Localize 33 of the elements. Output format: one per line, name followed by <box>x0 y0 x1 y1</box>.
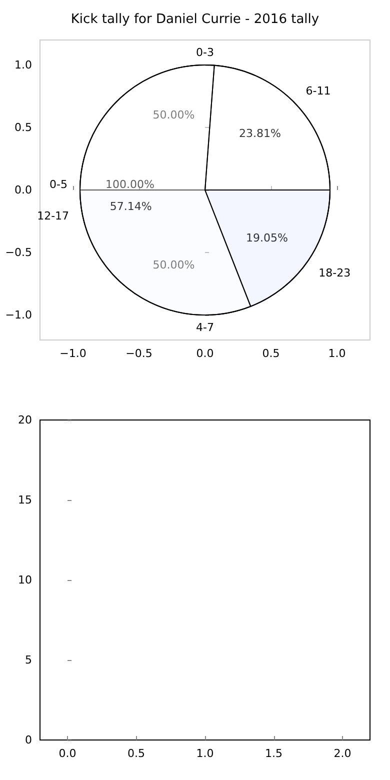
y-tick-label: 0.5 <box>14 121 32 134</box>
y-tick-label: 20 <box>18 414 32 426</box>
y-tick-label: 15 <box>18 494 32 506</box>
y-tick-label: 5 <box>25 654 32 666</box>
y-tick-label: 1.0 <box>14 58 32 72</box>
data-label: 50.00% <box>152 108 195 122</box>
x-tick-label: 0.5 <box>262 347 280 360</box>
y-tick-label: 10 <box>18 574 32 586</box>
data-label: 57.14% <box>110 200 152 214</box>
y-tick-label: 0.0 <box>14 184 32 196</box>
x-tick-label: 0.0 <box>58 747 76 760</box>
x-tick-label: 0.0 <box>196 347 214 360</box>
slice-label: 0-5 <box>50 178 68 191</box>
x-tick-label: 1.0 <box>328 347 346 360</box>
x-tick-label: 0.5 <box>128 747 145 760</box>
x-tick-label: 1.0 <box>196 747 214 760</box>
data-label: 50.00% <box>152 258 195 272</box>
data-label: 19.05% <box>246 231 288 244</box>
x-tick-label: 1.5 <box>265 747 282 760</box>
x-tick-label: −1.0 <box>60 347 86 360</box>
slice-label: 4-7 <box>196 321 214 334</box>
data-label: 100.00% <box>106 178 154 191</box>
data-label: 23.81% <box>239 126 281 140</box>
x-tick-label: 2.0 <box>334 747 352 760</box>
slice-label: 12-17 <box>37 209 70 222</box>
slice-label: 6-11 <box>306 84 331 98</box>
chart-title: Kick tally for Daniel Currie - 2016 tally <box>70 12 320 27</box>
slice-label: 18-23 <box>318 266 351 280</box>
slice-label: 0-3 <box>196 46 214 59</box>
x-tick-label: −0.5 <box>126 347 152 360</box>
y-tick-label: −0.5 <box>5 246 32 259</box>
y-tick-label: −1.0 <box>5 308 32 322</box>
y-tick-label: 0 <box>25 734 32 746</box>
